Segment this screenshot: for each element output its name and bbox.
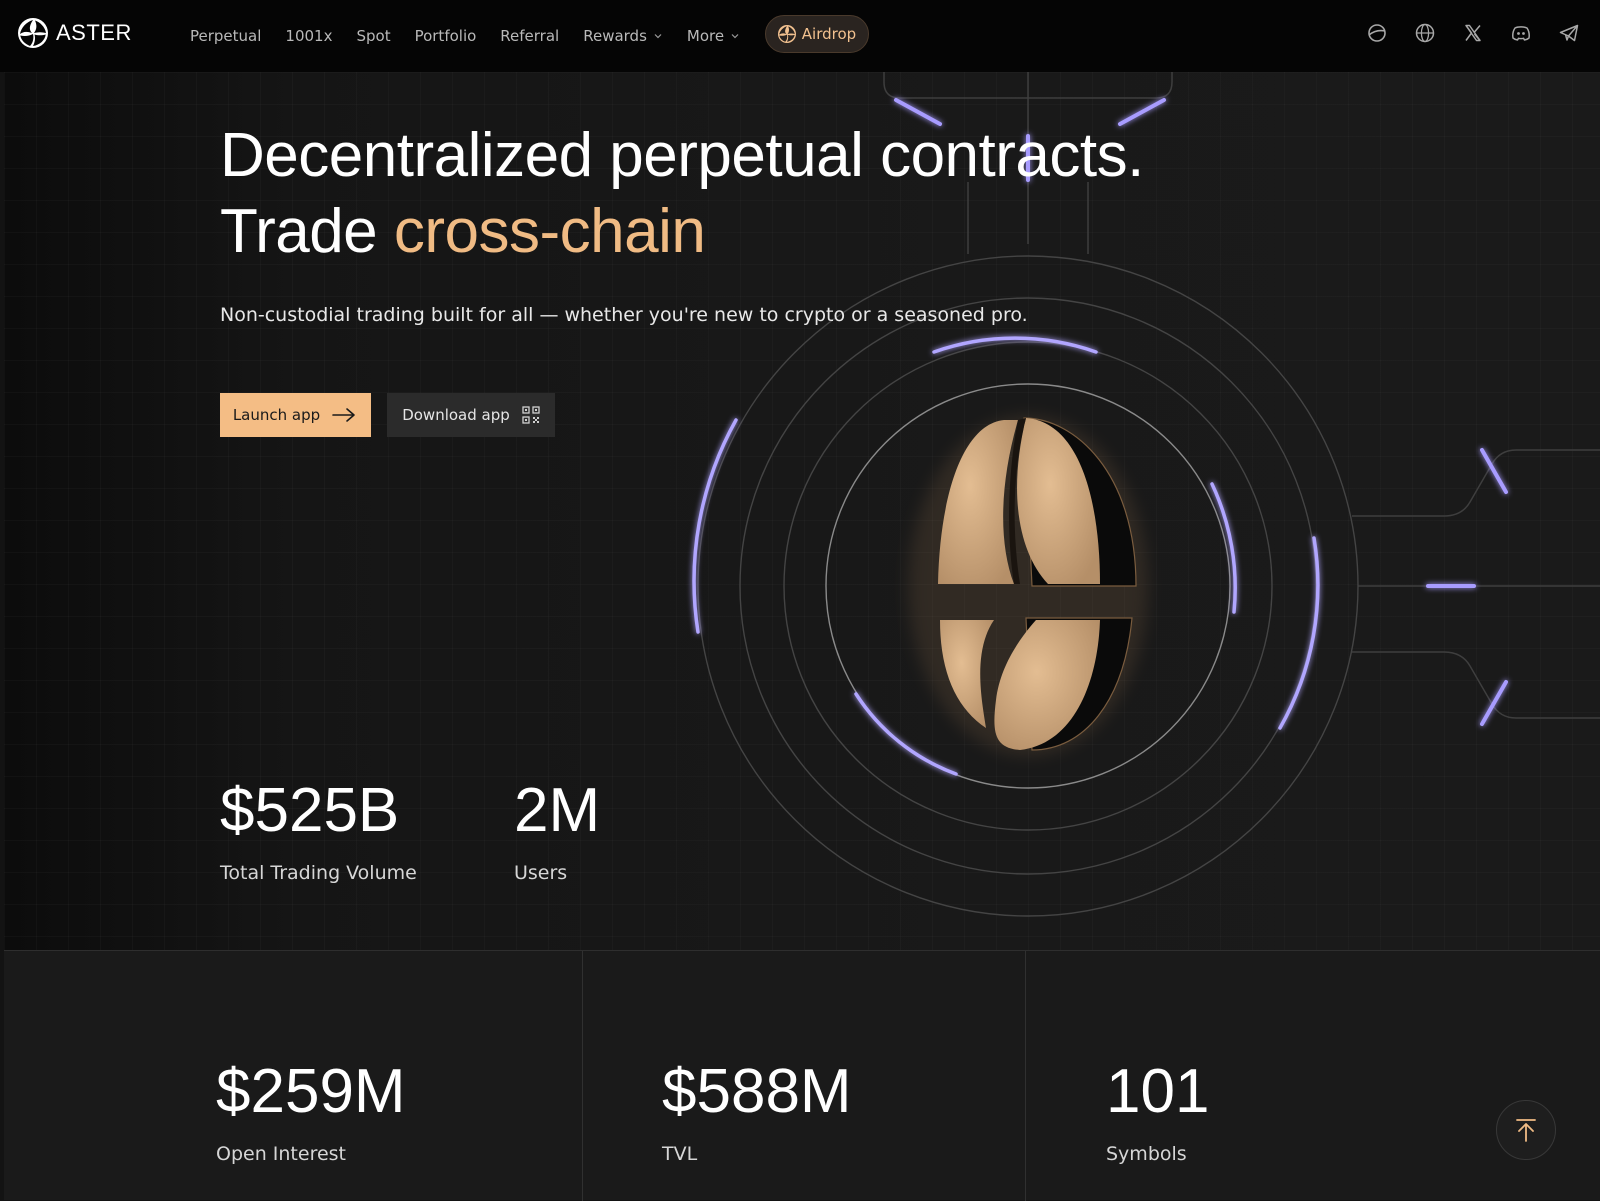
telegram-icon[interactable] [1558, 22, 1580, 44]
nav-item-1001x[interactable]: 1001x [285, 27, 332, 45]
divider [1025, 951, 1026, 1201]
nav-label: More [686, 27, 725, 45]
divider [582, 951, 583, 1201]
qr-code-icon [522, 406, 540, 424]
hero-section: Decentralized perpetual contracts. Trade… [4, 72, 1600, 952]
download-app-button[interactable]: Download app [387, 393, 555, 437]
stat-symbols: 101 Symbols [1106, 1057, 1210, 1166]
airdrop-button[interactable]: Airdrop [765, 15, 869, 53]
stat-total-volume: $525B Total Trading Volume [220, 776, 417, 885]
stat-label: Total Trading Volume [220, 862, 417, 884]
stat-value: $259M [216, 1057, 406, 1126]
nav-item-portfolio[interactable]: Portfolio [415, 27, 477, 45]
nav-label: Referral [500, 27, 560, 45]
aster-logo-icon [777, 25, 796, 43]
download-app-label: Download app [402, 406, 510, 424]
grid-background [4, 72, 1600, 952]
discord-icon[interactable] [1510, 22, 1532, 44]
nav-label: Spot [356, 27, 391, 45]
stat-value: 101 [1106, 1057, 1210, 1126]
social-links [1366, 22, 1580, 44]
metrics-section: $259M Open Interest $588M TVL 101 Symbol… [4, 950, 1600, 1201]
nav-label: Rewards [583, 27, 647, 45]
headline-line-1: Decentralized perpetual contracts. [220, 121, 1144, 190]
scroll-to-top-button[interactable] [1496, 1100, 1556, 1160]
x-icon[interactable] [1462, 22, 1484, 44]
globe-icon[interactable] [1414, 22, 1436, 44]
brand-name: ASTER [56, 20, 132, 45]
hero-illustration [692, 72, 1600, 917]
arrow-up-icon [1516, 1119, 1536, 1142]
stat-value: $588M [662, 1057, 852, 1126]
nav-label: Perpetual [190, 27, 262, 45]
main-menu: Perpetual 1001x Spot Portfolio Referral … [190, 0, 740, 72]
stat-users: 2M Users [514, 776, 601, 885]
headline-line-2-accent: cross-chain [393, 197, 706, 266]
hero-subline: Non-custodial trading built for all — wh… [220, 304, 1028, 326]
aster-logo-icon [18, 18, 48, 48]
nav-item-spot[interactable]: Spot [356, 27, 390, 45]
nav-item-rewards[interactable]: Rewards [583, 27, 663, 45]
stat-tvl: $588M TVL [662, 1057, 852, 1166]
stat-label: Open Interest [216, 1143, 347, 1165]
launch-app-button[interactable]: Launch app [220, 393, 371, 437]
planet-icon[interactable] [1366, 22, 1388, 44]
hero-headline: Decentralized perpetual contracts. Trade… [220, 118, 1144, 270]
headline-line-2-prefix: Trade [220, 197, 394, 266]
stat-value: $525B [220, 776, 400, 845]
nav-label: 1001x [285, 27, 333, 45]
nav-item-more[interactable]: More [687, 27, 740, 45]
airdrop-label: Airdrop [801, 25, 857, 43]
top-navbar: ASTER Perpetual 1001x Spot Portfolio Ref… [0, 0, 1600, 72]
nav-item-perpetual[interactable]: Perpetual [190, 27, 261, 45]
stat-label: Symbols [1106, 1143, 1187, 1165]
launch-app-label: Launch app [232, 406, 321, 424]
stat-value: 2M [514, 776, 601, 845]
chevron-down-icon [731, 34, 739, 39]
stat-label: Users [514, 862, 568, 884]
stat-open-interest: $259M Open Interest [216, 1057, 406, 1166]
stat-label: TVL [662, 1143, 698, 1165]
arrow-right-icon [332, 408, 355, 422]
nav-item-referral[interactable]: Referral [500, 27, 559, 45]
nav-label: Portfolio [414, 27, 477, 45]
chevron-down-icon [654, 34, 662, 39]
brand-logo[interactable]: ASTER [18, 18, 132, 48]
